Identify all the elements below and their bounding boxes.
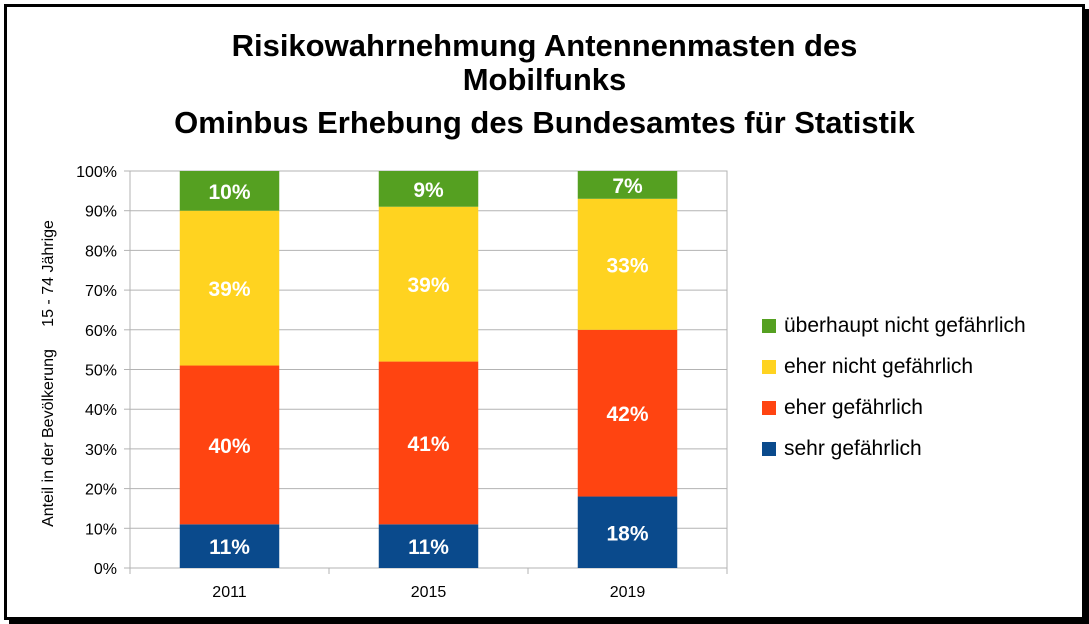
y-tick-label: 20%	[85, 482, 117, 499]
x-tick-label: 2019	[610, 584, 646, 601]
data-label: 39%	[208, 278, 250, 301]
data-label: 41%	[407, 433, 449, 456]
data-label: 33%	[606, 254, 648, 277]
y-tick-label: 100%	[76, 164, 117, 181]
legend-label: eher gefährlich	[784, 395, 923, 419]
data-label: 10%	[208, 181, 250, 204]
legend-label: eher nicht gefährlich	[784, 354, 974, 378]
legend-swatch	[762, 359, 776, 374]
legend-swatch	[762, 318, 776, 333]
bar-segment	[179, 365, 280, 525]
bar-segment	[378, 171, 479, 207]
y-tick-label: 10%	[85, 521, 117, 538]
x-tick-label: 2011	[212, 584, 247, 601]
data-label: 7%	[612, 175, 643, 198]
data-label: 18%	[606, 522, 648, 545]
data-label: 40%	[208, 435, 250, 458]
data-label: 42%	[606, 403, 648, 426]
bar-segment	[179, 171, 280, 211]
x-tick-label: 2015	[411, 584, 447, 601]
bar-segment	[179, 524, 280, 568]
y-tick-label: 50%	[85, 363, 117, 380]
y-tick-label: 80%	[85, 243, 117, 260]
data-label: 11%	[209, 536, 250, 559]
bar-segment	[577, 198, 678, 330]
legend-swatch	[762, 441, 776, 456]
bar-segment	[378, 206, 479, 362]
legend-label: sehr gefährlich	[784, 436, 922, 460]
bar-segment	[378, 361, 479, 525]
legend-item: eher nicht gefährlich	[762, 346, 1026, 387]
chart-legend: überhaupt nicht gefährlich eher nicht ge…	[762, 305, 1026, 469]
bar-segment	[378, 524, 479, 568]
bar-segment	[179, 210, 280, 366]
data-label: 11%	[408, 536, 449, 559]
legend-item: eher gefährlich	[762, 387, 1026, 428]
y-tick-label: 30%	[85, 442, 117, 459]
legend-item: sehr gefährlich	[762, 428, 1026, 469]
bar-segment	[577, 496, 678, 568]
chart-title-line-1: Risikowahrnehmung Antennenmasten des	[231, 28, 858, 63]
y-tick-label: 90%	[85, 204, 117, 221]
legend-label: überhaupt nicht gefährlich	[784, 313, 1026, 337]
legend-item: überhaupt nicht gefährlich	[762, 305, 1026, 346]
y-tick-label: 40%	[85, 402, 117, 419]
legend-swatch	[762, 400, 776, 415]
bar-segment	[577, 171, 678, 199]
y-tick-label: 70%	[85, 283, 117, 300]
y-axis-label: Anteil in der Bevölkerung 15 - 74 Jährig…	[40, 220, 57, 527]
chart-title-line-2: Mobilfunks	[462, 62, 627, 97]
data-label: 9%	[413, 179, 444, 202]
y-tick-label: 60%	[85, 323, 117, 340]
y-tick-label: 0%	[94, 561, 117, 578]
data-label: 39%	[407, 274, 449, 297]
bar-segment	[577, 329, 678, 497]
chart-title-line-3: Ominbus Erhebung des Bundesamtes für Sta…	[174, 105, 915, 140]
